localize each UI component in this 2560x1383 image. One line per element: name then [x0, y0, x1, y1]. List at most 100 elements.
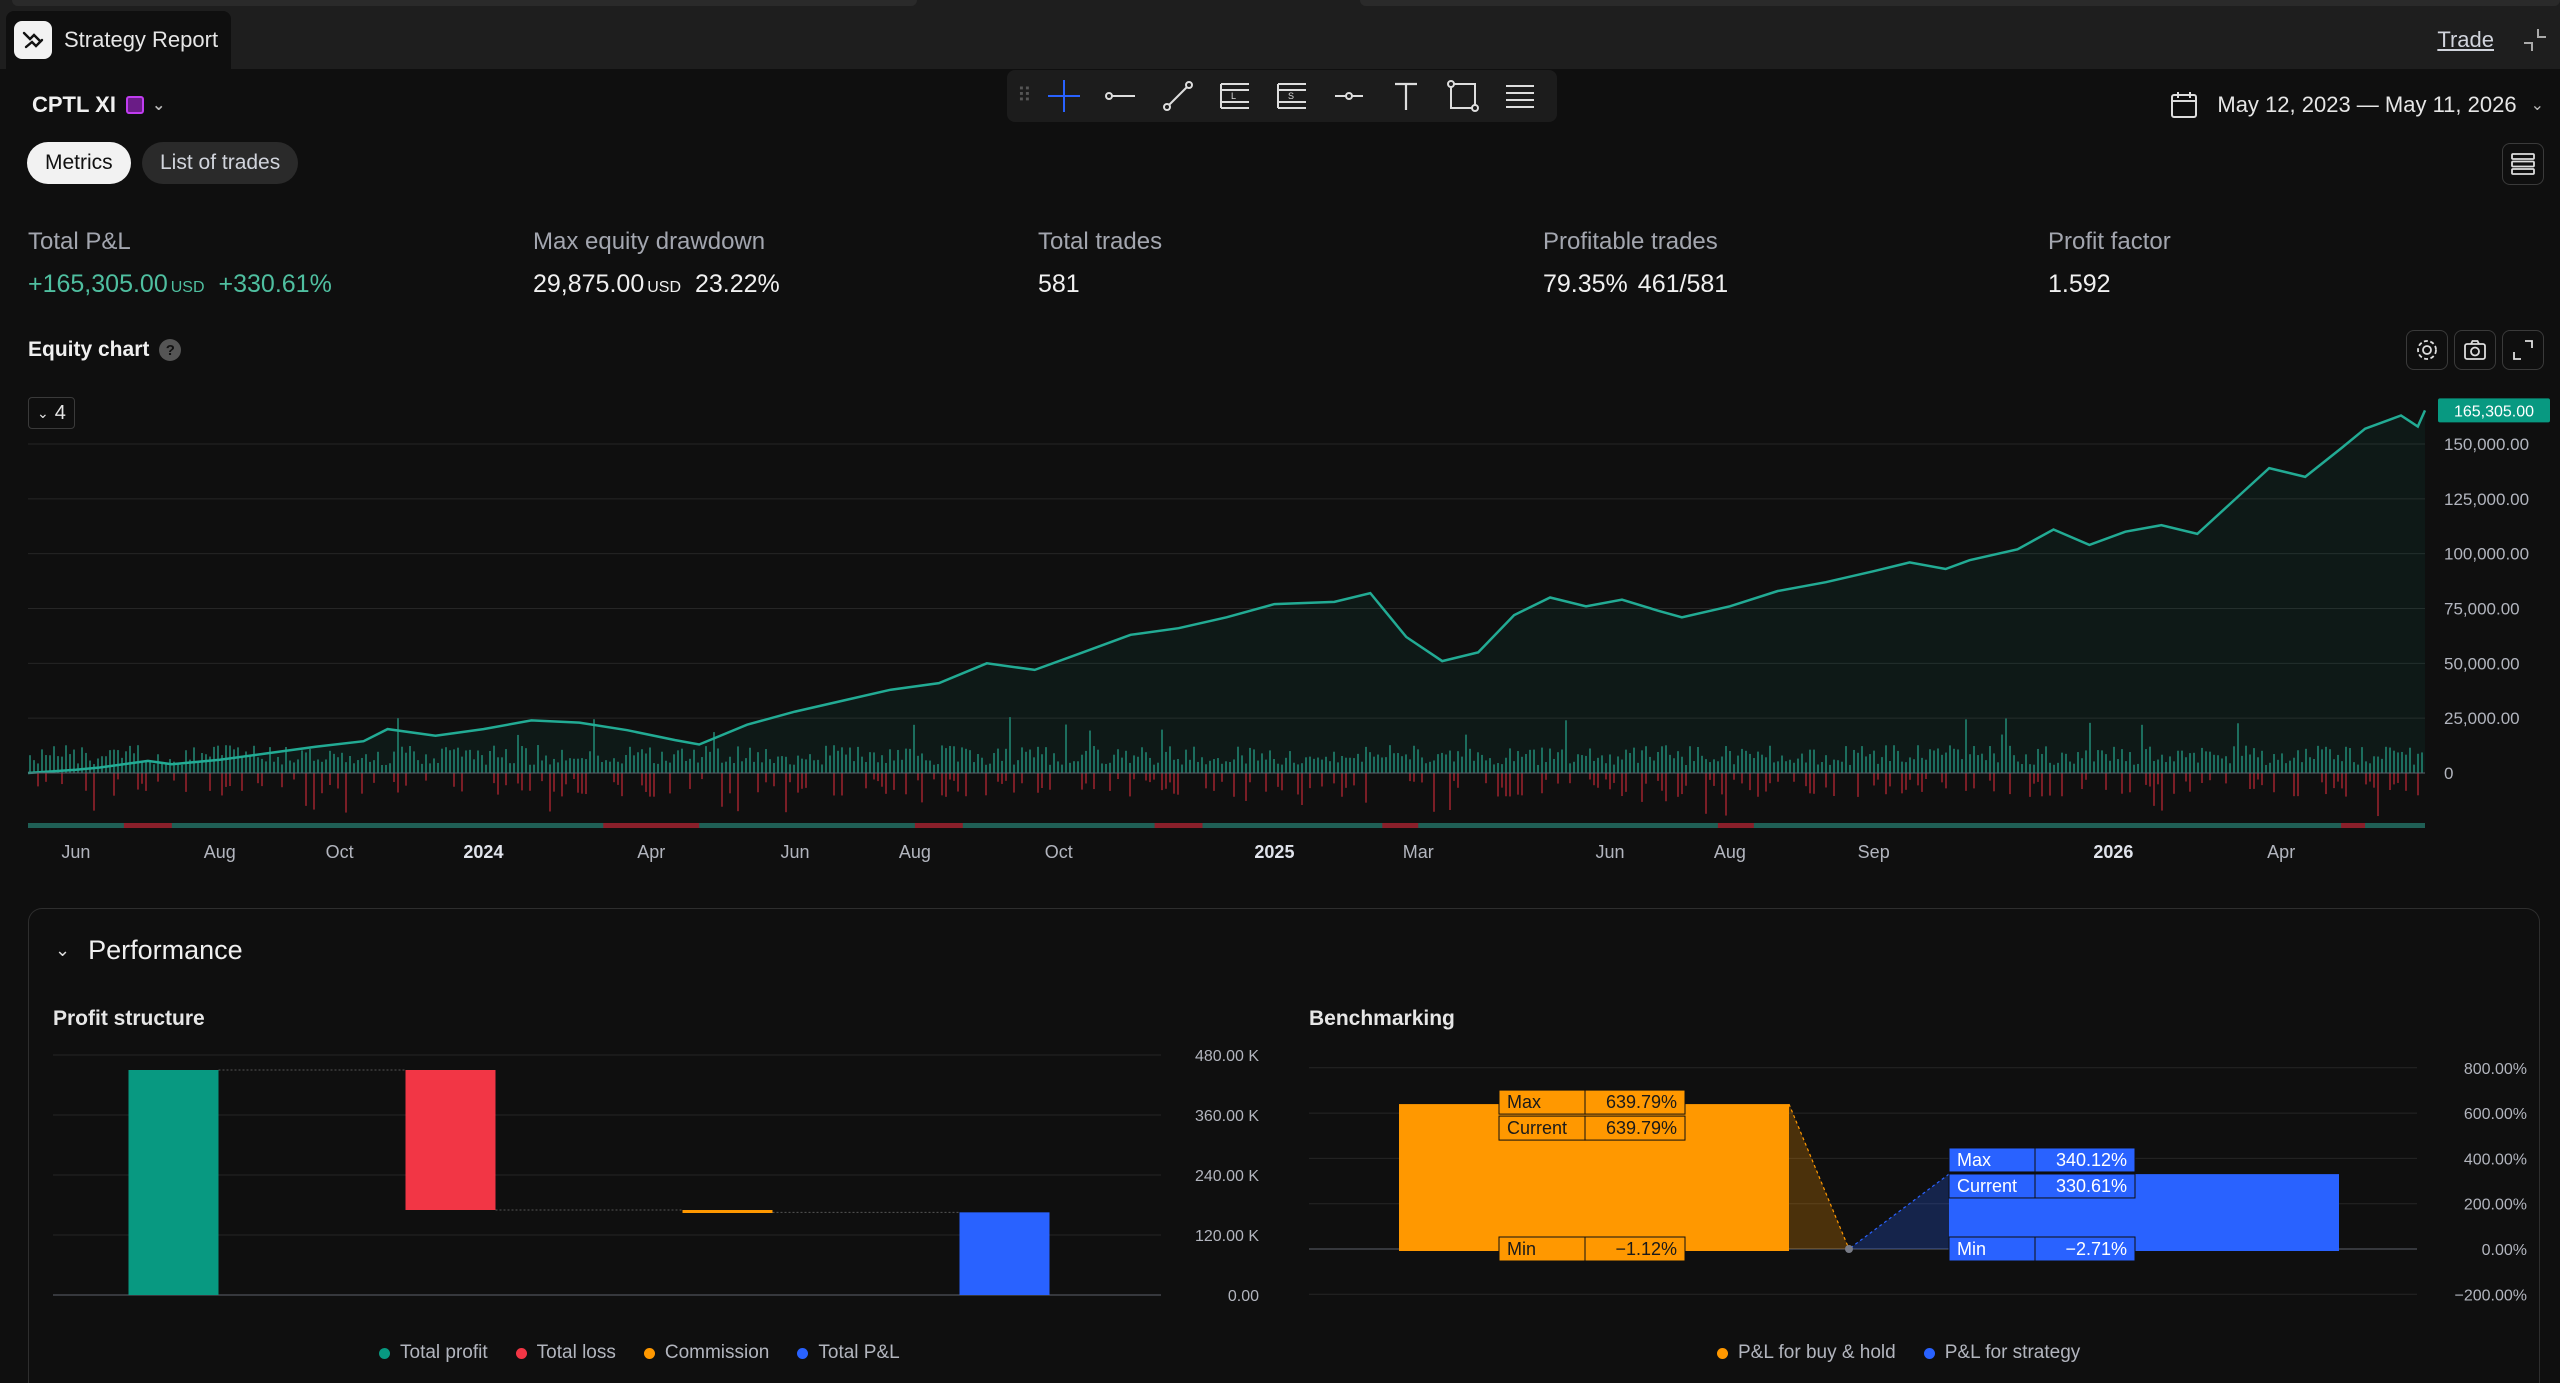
tab-list-of-trades[interactable]: List of trades [142, 142, 299, 184]
collapse-icon[interactable] [2520, 25, 2550, 55]
metric-max-drawdown: Max equity drawdown 29,875.00 USD 23.22% [533, 228, 780, 299]
y-tick-label: 125,000.00 [2444, 490, 2529, 509]
x-tick-label: 2025 [1254, 842, 1294, 862]
trend-line-icon[interactable] [1149, 74, 1206, 118]
label-key: Max [1507, 1092, 1541, 1112]
metric-total-trades: Total trades 581 [1038, 228, 1162, 299]
label-key-box [1948, 1236, 2036, 1262]
legend-item-buy-hold[interactable]: P&L for buy & hold [1717, 1342, 1896, 1364]
y-tick-label: 0.00% [2482, 1242, 2527, 1259]
x-tick-label: Apr [637, 842, 665, 862]
x-tick-label: Aug [204, 842, 236, 862]
y-tick-label: 480.00 K [1195, 1049, 1259, 1065]
top-strip-segment [1360, 0, 2560, 6]
label-key: Max [1957, 1150, 1991, 1170]
report-header: Strategy Report Trade [0, 11, 2560, 69]
gear-icon [2417, 340, 2437, 360]
layout-toggle-button[interactable] [2502, 143, 2544, 185]
metric-value: 79.35% 461/581 [1543, 270, 1729, 298]
equity-chart: 0 25,000.00 50,000.00 75,000.00 100,000.00 12… [27, 398, 2550, 862]
metric-label: Profitable trades [1543, 228, 1718, 255]
current-value-badge [2438, 398, 2550, 423]
current-value-label: 165,305.00 [2454, 403, 2534, 420]
tab-metrics[interactable]: Metrics [27, 142, 131, 184]
strategy-report-tab[interactable]: Strategy Report [6, 11, 231, 69]
window-top-strip [0, 0, 2560, 11]
legend-item-commission[interactable]: Commission [643, 1342, 769, 1364]
short-position-icon[interactable]: S [1263, 74, 1320, 118]
connector-line [1848, 1173, 1950, 1250]
trade-strip-loss [1382, 823, 1419, 828]
price-line-icon[interactable] [1320, 74, 1377, 118]
performance-panel: ⌄ Performance Profit structure 0.00 120.0… [28, 908, 2540, 1383]
legend-item-total-pnl[interactable]: Total P&L [797, 1342, 900, 1364]
label-key-box [1498, 1089, 1586, 1115]
help-icon[interactable]: ? [159, 339, 182, 361]
x-tick-label: 2026 [2093, 842, 2133, 862]
date-range-selector[interactable]: May 12, 2023 — May 11, 2026 ⌄ [2169, 90, 2544, 120]
y-tick-label: 50,000.00 [2444, 654, 2520, 673]
legend-item-total-loss[interactable]: Total loss [515, 1342, 616, 1364]
legend-dot [1717, 1347, 1728, 1359]
y-tick-label: 600.00% [2464, 1106, 2527, 1123]
label-key: Min [1957, 1239, 1986, 1259]
trade-strip-loss [123, 823, 172, 828]
x-tick-label: 2024 [463, 842, 503, 862]
label-value-box [1584, 1236, 1686, 1262]
legend-item-strategy[interactable]: P&L for strategy [1923, 1342, 2080, 1364]
metric-value: 581 [1038, 270, 1080, 298]
y-tick-label: 200.00% [2464, 1197, 2527, 1214]
rectangle-icon[interactable] [1434, 74, 1491, 118]
x-tick-label: Oct [1045, 842, 1073, 862]
chevron-down-icon: ⌄ [55, 940, 71, 960]
metric-label: Total P&L [28, 228, 131, 255]
screenshot-button[interactable] [2454, 330, 2496, 370]
equity-line [27, 409, 2427, 775]
symbol-selector[interactable]: CPTL XI ⌄ [32, 92, 165, 118]
x-tick-label: Oct [326, 842, 354, 862]
long-position-icon[interactable]: L [1206, 74, 1263, 118]
more-tools-icon[interactable] [1491, 74, 1548, 118]
x-tick-label: Aug [1714, 842, 1746, 862]
label-key: Current [1957, 1176, 2017, 1196]
expand-icon [2513, 340, 2533, 360]
legend-item-total-profit[interactable]: Total profit [379, 1342, 488, 1364]
y-tick-label: 120.00 K [1195, 1228, 1259, 1245]
date-range-text: May 12, 2023 — May 11, 2026 [2217, 92, 2517, 117]
bar-commission [682, 1210, 773, 1213]
y-tick-label: 100,000.00 [2444, 545, 2529, 564]
label-key-box [1948, 1173, 2036, 1199]
y-tick-label: 0.00 [1228, 1288, 1259, 1305]
fullscreen-button[interactable] [2502, 330, 2544, 370]
trade-link[interactable]: Trade [2437, 27, 2494, 52]
chart-actions [2406, 330, 2544, 370]
crosshair-icon[interactable] [1035, 74, 1092, 118]
text-icon[interactable] [1377, 74, 1434, 118]
series-count-toggle[interactable]: ⌄ 4 [28, 397, 75, 429]
x-tick-label: Sep [1858, 842, 1890, 862]
legend-dot [643, 1347, 655, 1359]
list-layout-icon [2511, 153, 2535, 175]
performance-toggle[interactable]: ⌄ Performance [55, 935, 243, 966]
metric-value: 1.592 [2048, 270, 2111, 298]
calendar-badge-icon [125, 96, 144, 114]
x-tick-label: Apr [2267, 842, 2295, 862]
y-tick-label: 800.00% [2464, 1061, 2527, 1078]
label-value: 639.79% [1606, 1092, 1677, 1112]
label-value: −2.71% [2065, 1239, 2127, 1259]
metric-total-pnl: Total P&L +165,305.00 USD +330.61% [28, 228, 332, 299]
chevron-down-icon: ⌄ [37, 404, 49, 421]
metric-label: Total trades [1038, 228, 1163, 255]
y-tick-label: 400.00% [2464, 1151, 2527, 1168]
horizontal-ray-icon[interactable] [1092, 74, 1149, 118]
x-tick-label: Jun [781, 842, 810, 862]
settings-button[interactable] [2406, 330, 2448, 370]
drag-handle-icon[interactable]: ⠿ [1017, 85, 1032, 107]
legend-dot [797, 1347, 809, 1359]
legend-dot [1923, 1347, 1935, 1359]
benchmarking-chart: −200.00% 0.00% 200.00% 400.00% 600.00% 800.00… [1309, 1061, 2527, 1304]
camera-icon [2464, 340, 2486, 360]
legend-dot [515, 1347, 527, 1359]
label-value-box [2034, 1173, 2136, 1199]
metric-label: Profit factor [2048, 228, 2171, 255]
